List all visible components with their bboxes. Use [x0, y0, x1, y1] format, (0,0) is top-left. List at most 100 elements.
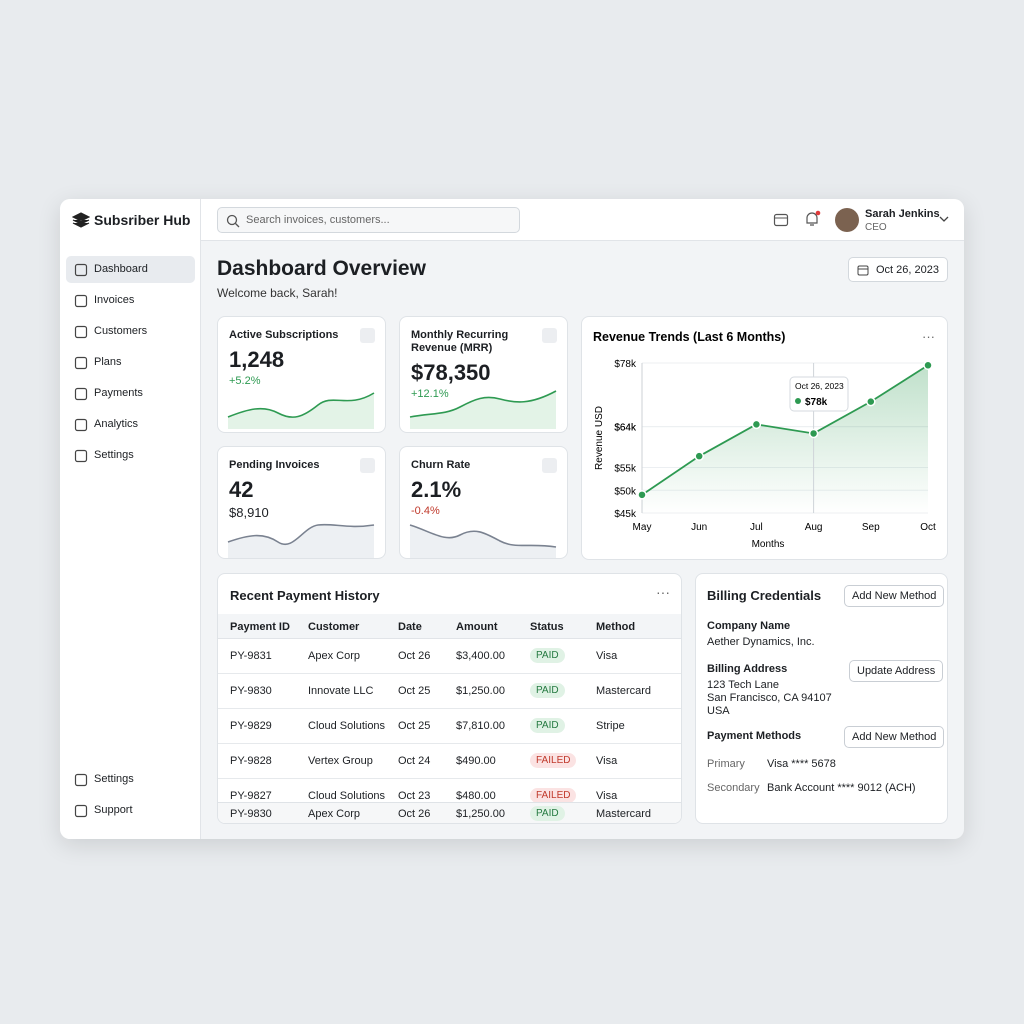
- table-row[interactable]: PY-9829 Cloud Solutions Oct 25 $7,810.00 PAI…: [218, 709, 681, 744]
- y-axis-label: Revenue USD: [594, 406, 605, 470]
- icon-shape: [74, 804, 88, 818]
- x-tick-label: May: [633, 522, 652, 533]
- cell: PY-9828: [230, 755, 272, 767]
- y-tick-label: $50k: [614, 486, 637, 497]
- kpi-menu[interactable]: [360, 458, 375, 473]
- kpi-menu[interactable]: [360, 328, 375, 343]
- nav-item[interactable]: Customers: [66, 318, 195, 345]
- search[interactable]: Search invoices, customers...: [217, 207, 520, 233]
- cell: PY-9830: [230, 685, 272, 697]
- nav-item[interactable]: Settings: [66, 442, 195, 469]
- cell: Cloud Solutions: [308, 790, 386, 802]
- nav-label: Plans: [94, 356, 122, 368]
- inbox-icon[interactable]: [773, 212, 789, 228]
- table-row[interactable]: PY-9828 Vertex Group Oct 24 $490.00 FAILED Vi…: [218, 744, 681, 779]
- cell: PY-9830: [230, 808, 272, 820]
- cell: Mastercard: [596, 808, 652, 820]
- cell: Apex Corp: [308, 808, 360, 820]
- sparkline: [409, 390, 557, 429]
- sparkline: [409, 524, 557, 558]
- point: [923, 360, 933, 371]
- sparkline: [227, 392, 375, 429]
- table-row[interactable]: PY-9830 Innovate LLC Oct 25 $1,250.00 PAID Ma…: [218, 674, 681, 709]
- nav-icon: [74, 325, 88, 339]
- nav-item[interactable]: Dashboard: [66, 256, 195, 283]
- kpi-label: Monthly Recurring Revenue (MRR): [411, 329, 509, 354]
- cell: Oct 25: [398, 685, 431, 697]
- cell: Oct 25: [398, 720, 431, 732]
- status-pill: FAILED: [530, 753, 577, 768]
- billing-title: Billing Credentials: [707, 588, 822, 603]
- avatar[interactable]: [835, 208, 859, 232]
- nav-item[interactable]: Analytics: [66, 411, 195, 438]
- address-line: San Francisco, CA 94107: [707, 692, 832, 704]
- icon-shape: [74, 387, 88, 401]
- spark-line: [227, 523, 375, 546]
- kpi-menu[interactable]: [542, 458, 557, 473]
- point: [637, 490, 647, 500]
- kpi-value: 2.1%: [411, 477, 462, 502]
- bell-icon[interactable]: [803, 210, 821, 228]
- y-tick-label: $45k: [614, 509, 637, 520]
- cell: Oct 24: [398, 755, 431, 767]
- sidebar: Subsriber Hub Dashboard Invoices Customers…: [60, 199, 201, 839]
- kpi-value: $78,350: [411, 360, 491, 385]
- table-header: Payment ID Customer Date Amount Status Method: [218, 614, 681, 639]
- column-header: Amount: [456, 621, 498, 633]
- icon-shape: [74, 325, 88, 339]
- cell: Oct 26: [398, 650, 431, 662]
- chart: Revenue Trends (Last 6 Months) ··· $78k $64…: [593, 329, 936, 550]
- page-title: Dashboard Overview: [217, 257, 426, 280]
- add-method-button[interactable]: Add New Method: [844, 726, 945, 748]
- cell: $7,810.00: [456, 720, 505, 732]
- more-menu[interactable]: ···: [656, 584, 670, 600]
- nav-item[interactable]: Plans: [66, 349, 195, 376]
- y-tick-label: $55k: [614, 464, 637, 475]
- x-tick-label: Oct: [920, 522, 936, 533]
- table-row[interactable]: PY-9831 Apex Corp Oct 26 $3,400.00 PAID Visa: [218, 639, 681, 674]
- y-tick-label: $78k: [614, 359, 637, 370]
- status-pill: PAID: [530, 683, 565, 698]
- column-header: Payment ID: [230, 621, 290, 633]
- nav-item[interactable]: Invoices: [66, 287, 195, 314]
- address-line: USA: [707, 705, 730, 717]
- method-kind: Secondary: [707, 782, 760, 794]
- line: [641, 364, 929, 496]
- app: Subsriber Hub Dashboard Invoices Customers…: [60, 199, 964, 839]
- nav-item[interactable]: Settings: [66, 766, 195, 793]
- method-detail: Bank Account **** 9012 (ACH): [767, 782, 916, 794]
- icon-shape: [74, 773, 88, 787]
- brand: Subsriber Hub: [94, 212, 191, 228]
- cell: PY-9831: [230, 650, 272, 662]
- nav-icon: [74, 294, 88, 308]
- kpi-label: Pending Invoices: [229, 459, 320, 471]
- chart-menu[interactable]: ···: [922, 329, 935, 344]
- spark-area: [410, 525, 556, 558]
- column-header: Date: [398, 621, 422, 633]
- x-tick-label: Jul: [750, 522, 763, 533]
- add-method-button[interactable]: Add New Method: [844, 585, 945, 607]
- company: Aether Dynamics, Inc.: [707, 636, 815, 648]
- cell: $480.00: [456, 790, 496, 802]
- date: Oct 26, 2023: [876, 264, 939, 276]
- kpi-value: 1,248: [229, 347, 285, 372]
- nav-label: Settings: [94, 449, 134, 461]
- method-detail: Visa **** 5678: [767, 758, 836, 770]
- table-row[interactable]: PY-9830 Apex Corp Oct 26 $1,250.00 PAID Maste…: [218, 802, 681, 823]
- cell: Mastercard: [596, 685, 652, 697]
- kpi-menu[interactable]: [542, 328, 557, 343]
- user-name: Sarah Jenkins: [865, 208, 940, 220]
- nav-item[interactable]: Support: [66, 797, 195, 824]
- search-placeholder: Search invoices, customers...: [246, 214, 390, 226]
- user-role: CEO: [865, 222, 887, 233]
- billing-card: Billing Credentials Add New Method Compa…: [695, 573, 948, 824]
- cell: $490.00: [456, 755, 496, 767]
- address-label: Billing Address: [707, 663, 788, 675]
- address-line: 123 Tech Lane: [707, 679, 779, 691]
- date-picker[interactable]: Oct 26, 2023: [848, 257, 948, 282]
- update-address-button[interactable]: Update Address: [849, 660, 944, 682]
- column-header: Customer: [308, 621, 360, 633]
- nav-item[interactable]: Payments: [66, 380, 195, 407]
- chevron[interactable]: [939, 215, 949, 223]
- cell: $3,400.00: [456, 650, 505, 662]
